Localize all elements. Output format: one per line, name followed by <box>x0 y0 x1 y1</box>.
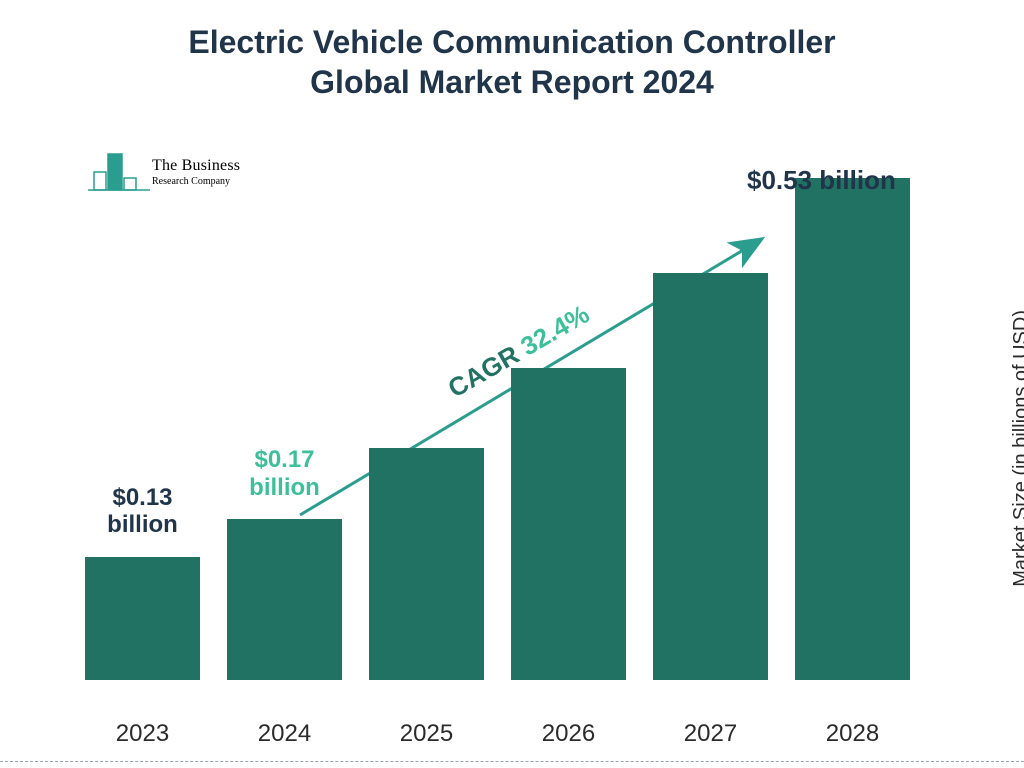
x-axis-tick-label: 2025 <box>369 720 484 748</box>
bar <box>227 519 342 680</box>
x-axis-tick-label: 2024 <box>227 720 342 748</box>
x-axis-tick-label: 2023 <box>85 720 200 748</box>
title-line1: Electric Vehicle Communication Controlle… <box>188 24 835 60</box>
bar <box>369 448 484 680</box>
cagr-value: 32.4% <box>515 298 594 361</box>
chart-plot: CAGR 32.4% $0.13billion$0.17billion <box>60 150 940 680</box>
last-bar-value-label: $0.53 billion <box>747 165 896 196</box>
y-axis-label: Market Size (in billions of USD) <box>1010 310 1024 587</box>
chart-x-axis: 2023 2024 2025 2026 2027 2028 <box>60 712 940 752</box>
page-title: Electric Vehicle Communication Controlle… <box>0 22 1024 102</box>
bar <box>653 273 768 680</box>
bar <box>795 178 910 680</box>
bar-value-label: $0.13billion <box>77 484 208 539</box>
title-line2: Global Market Report 2024 <box>310 64 714 100</box>
footer-divider <box>0 761 1024 762</box>
bar <box>511 368 626 680</box>
bar-chart: CAGR 32.4% $0.13billion$0.17billion 2023… <box>60 150 940 710</box>
x-axis-tick-label: 2026 <box>511 720 626 748</box>
bar-value-label: $0.17billion <box>219 446 350 501</box>
x-axis-tick-label: 2027 <box>653 720 768 748</box>
x-axis-tick-label: 2028 <box>795 720 910 748</box>
bar <box>85 557 200 680</box>
